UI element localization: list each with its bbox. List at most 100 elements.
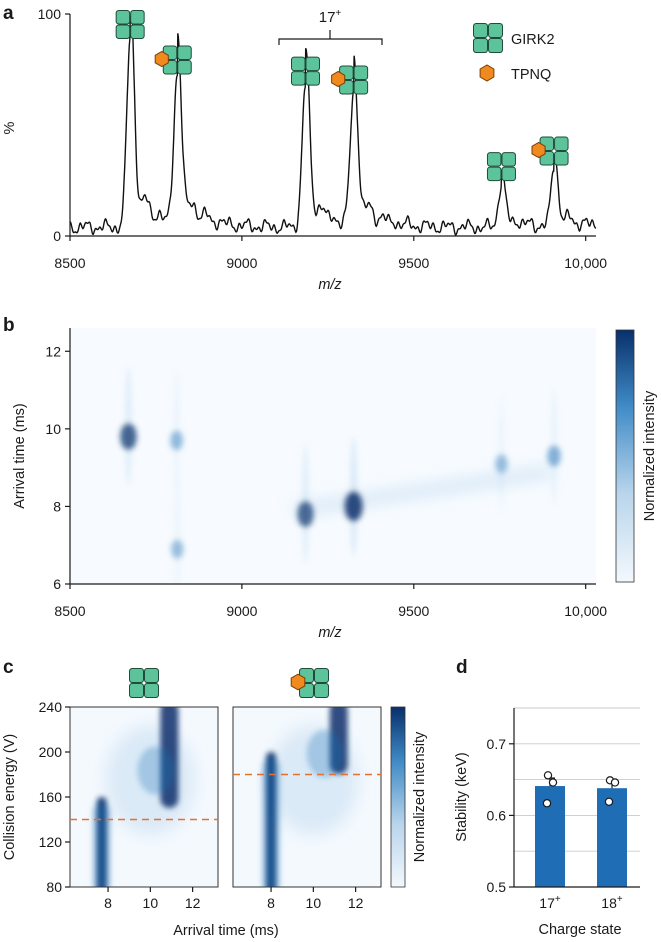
subunit-1 (177, 45, 192, 61)
arrival-feature-2 (171, 479, 184, 584)
arrival-feature-1 (170, 370, 183, 491)
legend-tpnq-label: TPNQ (511, 67, 551, 83)
tpnq-hexagon-icon (290, 673, 306, 691)
compact-state-band (262, 752, 281, 887)
y-tick-label: 80 (46, 879, 62, 895)
panel-c-ylabel: Collision energy (V) (2, 734, 18, 861)
unfolded-halo (137, 746, 174, 795)
ciu-map-1 (92, 707, 196, 887)
feature-core (547, 445, 561, 467)
compact-halo (92, 803, 111, 887)
subunit-2 (473, 38, 488, 53)
feature-core (495, 454, 508, 474)
arrival-feature-0 (120, 366, 137, 487)
peak-girk2-icon-4 (486, 152, 516, 182)
tpnq-hexagon-icon (331, 70, 346, 88)
peak-girk2-icon-2 (290, 56, 320, 86)
subunit-2 (290, 71, 306, 86)
x-tick-label: 8 (104, 895, 112, 911)
tpnq-hexagon-icon (531, 141, 546, 159)
subunit-3 (177, 60, 192, 75)
bracket-label: 17+ (319, 8, 342, 26)
x-tick-label: 10 (306, 895, 322, 911)
panel-c-complex-icon (290, 668, 329, 698)
subunit-3 (130, 24, 145, 40)
panel-a-ylabel: % (2, 121, 18, 134)
replicate-point (604, 797, 614, 806)
peak-complex-icon-3 (331, 65, 369, 95)
y-tick-label: 12 (45, 343, 61, 359)
subunit-2 (115, 24, 131, 40)
compact-halo (262, 758, 281, 887)
arrival-feature-4 (344, 436, 363, 557)
subunit-0 (115, 10, 131, 25)
panel-c-girk2-icon (129, 668, 159, 698)
x-tick-label: 12 (348, 895, 364, 911)
subunit-1 (501, 152, 516, 167)
compact-state-band (92, 797, 111, 887)
arrival-feature-6 (547, 386, 561, 506)
x-tick-label: 10,000 (564, 603, 607, 619)
x-tick-label: 8500 (54, 255, 85, 271)
y-tick-label: 0.5 (487, 879, 507, 895)
subunit-3 (501, 166, 516, 182)
unfolded-state-band (306, 707, 348, 778)
x-tick-label: 8500 (54, 603, 85, 619)
ciu-map-2 (262, 707, 359, 887)
subunit-3 (305, 71, 320, 86)
panel-d-xlabel: Charge state (538, 922, 621, 938)
y-tick-label: 120 (39, 834, 63, 850)
y-tick-label: 6 (53, 576, 61, 592)
x-tick-label: 9000 (226, 603, 257, 619)
panel-b-label: b (3, 315, 15, 336)
panel-b-yticks: 6 8 10 12 (45, 343, 70, 592)
category-number: 18 (601, 895, 617, 911)
panel-b-features (120, 366, 561, 584)
legend: GIRK2 TPNQ (473, 23, 555, 83)
girk2-tetramer-icon (162, 45, 192, 75)
feature-core (297, 501, 314, 528)
replicate-point (542, 799, 552, 808)
girk2-legend-icon (473, 23, 503, 53)
charge-state-bracket: 17+ (278, 8, 383, 45)
panel-d-bar-marks (514, 771, 640, 888)
replicate-point (548, 778, 558, 787)
subunit-1 (488, 23, 503, 38)
subunit-3 (144, 683, 159, 698)
subunit-2 (129, 683, 144, 698)
replicate-point (610, 778, 620, 787)
panel-c-xticks: 8 10 12 8 10 12 (104, 887, 364, 911)
panel-c-ciu: c 80 120 160 200 240 8 10 12 8 10 12 Collision en… (2, 657, 428, 939)
x-tick-label-18: 18+ (601, 894, 623, 911)
panel-a-xticks: 8500 9000 9500 10,000 (54, 236, 607, 271)
panel-b-heatmap: b Arrival time (ms) m/z 8500 9000 9500 10,0… (3, 315, 658, 641)
spectrum-trace (69, 15, 597, 237)
y-tick-label: 10 (45, 421, 61, 437)
panel-a-xlabel: m/z (318, 277, 342, 293)
category-superscript: + (617, 894, 623, 905)
y-tick-label: 240 (39, 699, 63, 715)
x-tick-label: 8 (267, 895, 275, 911)
subunit-0 (290, 56, 306, 72)
peak-girk2-icon-0 (115, 10, 145, 40)
panel-b-ylabel: Arrival time (ms) (12, 403, 28, 509)
category-superscript: + (555, 894, 561, 905)
y-tick-label: 200 (39, 744, 63, 760)
panel-d-yticks: 0.5 0.6 0.7 (487, 736, 514, 895)
arrival-feature-3 (297, 444, 314, 565)
y-tick-label: 100 (38, 6, 62, 22)
unfolded-state-band (137, 707, 179, 808)
ciu-map-2-frame (232, 706, 382, 888)
feature-streak (497, 393, 505, 514)
feature-core (344, 491, 363, 522)
panel-a-label: a (3, 3, 14, 24)
x-tick-label: 9000 (226, 255, 257, 271)
subunit-0 (129, 668, 144, 683)
girk2-tetramer-icon (129, 668, 159, 698)
replicate-point (543, 771, 553, 780)
tpnq-legend-icon (479, 64, 495, 82)
feature-streak (173, 479, 181, 584)
x-tick-label: 9500 (398, 603, 429, 619)
panel-b-colorbar (615, 329, 635, 583)
